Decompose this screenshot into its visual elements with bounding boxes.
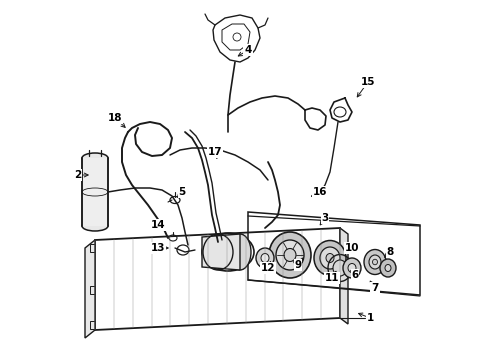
Ellipse shape	[348, 264, 356, 273]
Text: 2: 2	[74, 170, 82, 180]
Text: 7: 7	[371, 283, 379, 293]
Text: 4: 4	[245, 45, 252, 55]
Ellipse shape	[269, 232, 311, 278]
Ellipse shape	[320, 247, 340, 269]
Text: 13: 13	[151, 243, 165, 253]
Polygon shape	[82, 158, 108, 226]
Text: 8: 8	[387, 247, 393, 257]
Text: 17: 17	[208, 147, 222, 157]
Text: 11: 11	[325, 273, 339, 283]
Text: 6: 6	[351, 270, 359, 280]
Text: 18: 18	[108, 113, 122, 123]
Text: 1: 1	[367, 313, 374, 323]
Ellipse shape	[82, 221, 108, 231]
Text: 15: 15	[361, 77, 375, 87]
Ellipse shape	[380, 259, 396, 277]
Text: 12: 12	[261, 263, 275, 273]
Ellipse shape	[369, 255, 381, 269]
Ellipse shape	[314, 240, 346, 275]
Text: 10: 10	[345, 243, 359, 253]
Ellipse shape	[284, 248, 296, 261]
Ellipse shape	[364, 249, 386, 274]
Polygon shape	[85, 240, 95, 338]
Polygon shape	[340, 228, 348, 324]
Text: 3: 3	[321, 213, 329, 223]
Text: 5: 5	[178, 187, 186, 197]
Ellipse shape	[343, 258, 361, 278]
Ellipse shape	[229, 234, 251, 270]
Text: 16: 16	[313, 187, 327, 197]
Ellipse shape	[276, 240, 304, 270]
Ellipse shape	[372, 259, 377, 265]
Ellipse shape	[326, 253, 334, 262]
Polygon shape	[202, 234, 240, 270]
Ellipse shape	[261, 253, 269, 262]
Ellipse shape	[385, 265, 391, 271]
Text: 14: 14	[151, 220, 165, 230]
Ellipse shape	[256, 248, 274, 268]
Ellipse shape	[333, 260, 347, 276]
Text: 9: 9	[294, 260, 301, 270]
Ellipse shape	[82, 153, 108, 163]
